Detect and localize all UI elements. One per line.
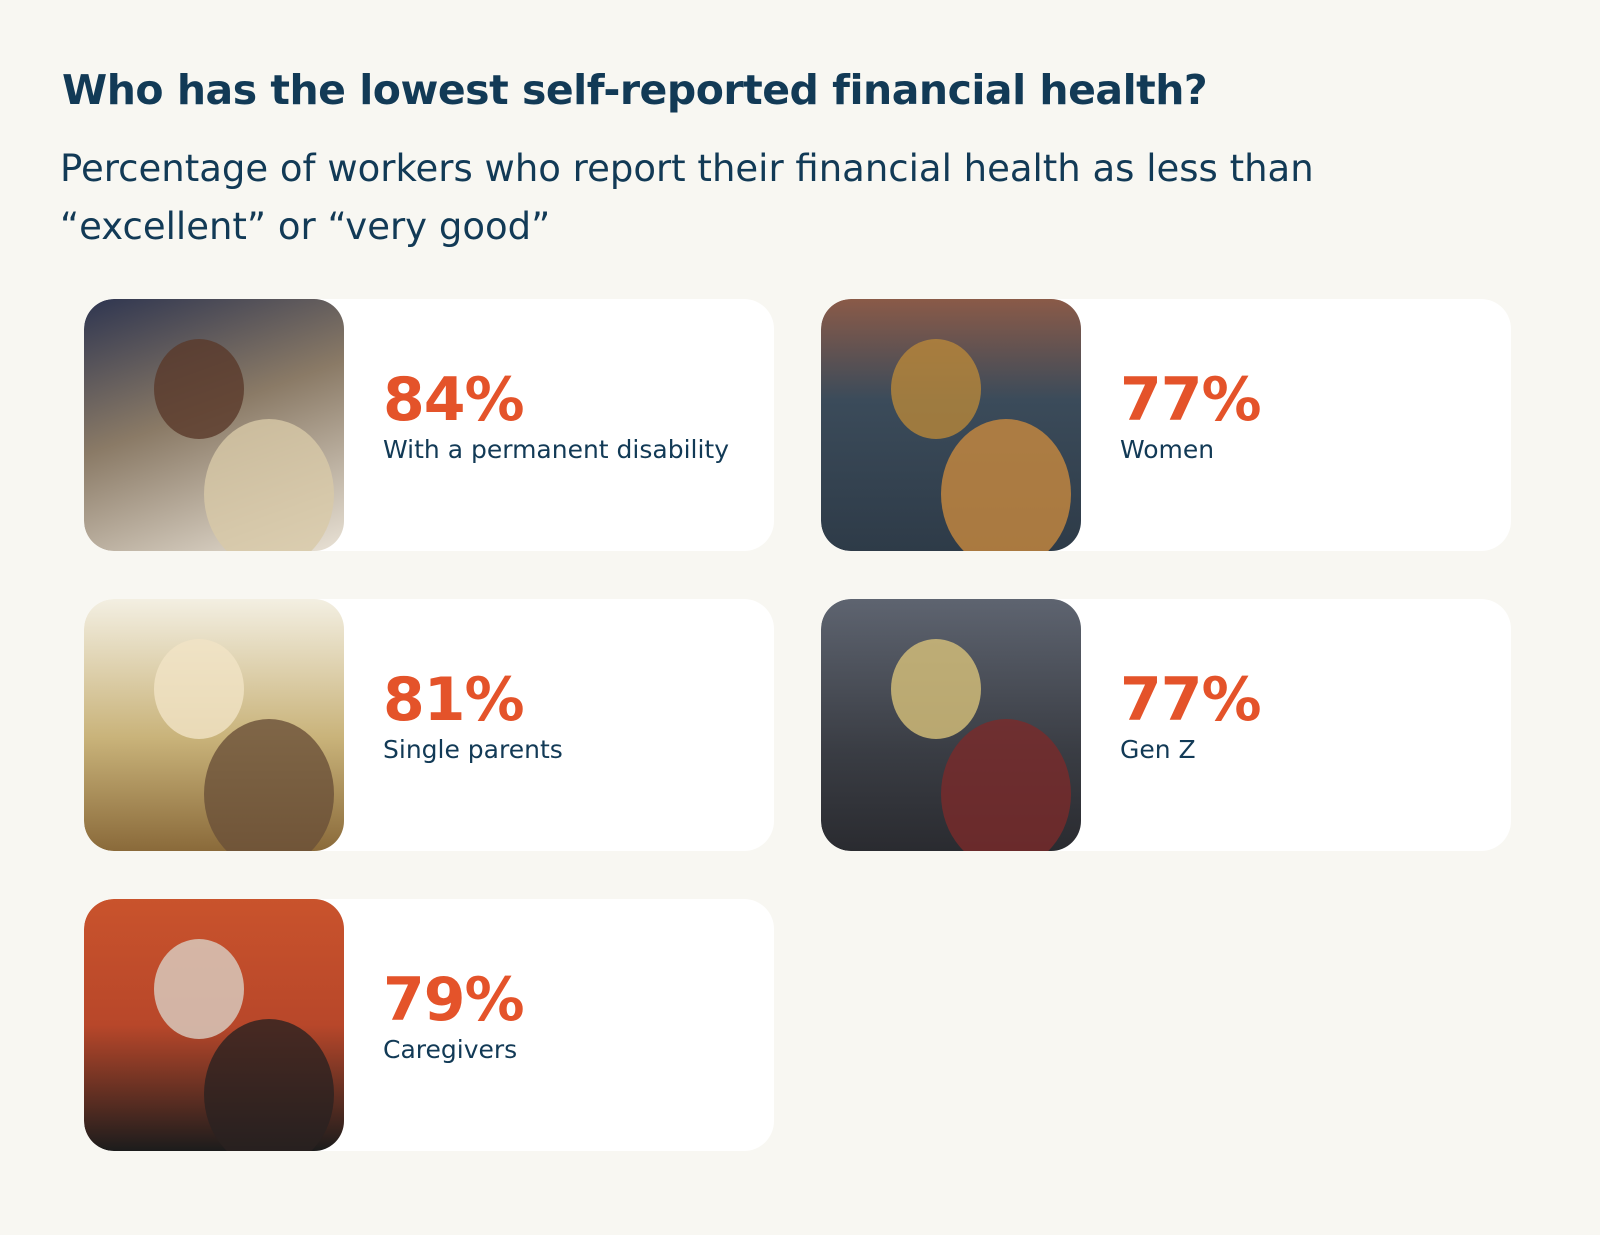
photo-shape xyxy=(204,419,334,551)
photo-shape xyxy=(154,639,244,739)
stat-value: 77% xyxy=(1120,365,1262,435)
stat-value: 81% xyxy=(383,665,525,735)
photo xyxy=(84,599,344,851)
photo xyxy=(84,299,344,551)
photo-shape xyxy=(154,939,244,1039)
photo-shape xyxy=(204,719,334,851)
stat-card: 77% Gen Z xyxy=(821,599,1511,851)
stat-card: 79% Caregivers xyxy=(84,899,774,1151)
stat-value: 84% xyxy=(383,365,525,435)
stat-label: Gen Z xyxy=(1120,735,1196,764)
photo xyxy=(821,599,1081,851)
photo-shape xyxy=(891,339,981,439)
photo xyxy=(821,299,1081,551)
photo xyxy=(84,899,344,1151)
stat-card: 77% Women xyxy=(821,299,1511,551)
stat-value: 77% xyxy=(1120,665,1262,735)
photo-shape xyxy=(941,419,1071,551)
stat-card: 81% Single parents xyxy=(84,599,774,851)
photo-shape xyxy=(154,339,244,439)
title: Who has the lowest self-reported financi… xyxy=(62,66,1208,114)
stat-value: 79% xyxy=(383,965,525,1035)
photo-shape xyxy=(941,719,1071,851)
stat-label: With a permanent disability xyxy=(383,435,730,464)
stat-card: 84% With a permanent disability xyxy=(84,299,774,551)
stat-label: Caregivers xyxy=(383,1035,518,1064)
photo-shape xyxy=(891,639,981,739)
stat-label: Single parents xyxy=(383,735,563,764)
photo-shape xyxy=(204,1019,334,1151)
subtitle: Percentage of workers who report their f… xyxy=(60,147,1314,248)
stat-label: Women xyxy=(1120,435,1215,464)
